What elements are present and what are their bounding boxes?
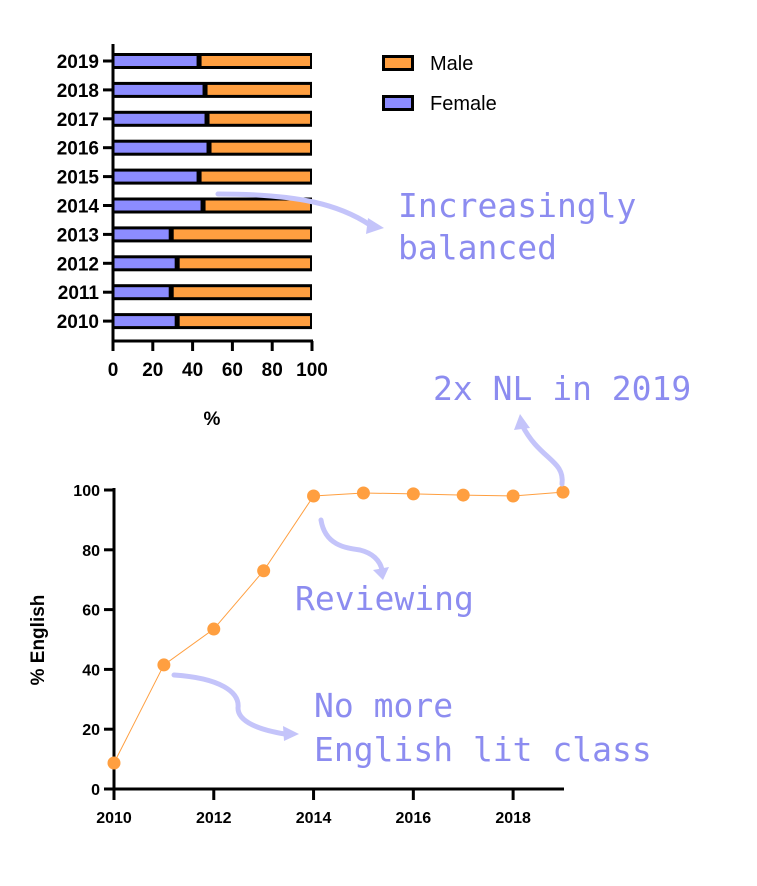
legend-swatch [385,98,411,108]
line-chart: 0 20 40 60 80 100 2010 2012 2014 2016 2018 % Englis… [28,483,570,827]
bar-male [201,171,310,182]
arrow-reviewing [318,517,385,573]
bar-male [179,316,310,327]
bar-chart: 2010 2011 2012 2013 2014 2015 2016 2017 2018 2019… [57,44,497,430]
annotation-nl: 2x NL in 2019 [433,369,691,408]
bar-male [209,113,310,124]
x-tick-label: 2014 [296,810,332,827]
data-point [107,756,121,770]
bar-male [179,258,310,269]
legend-swatch [385,58,411,68]
data-point [307,489,321,503]
bar-male [173,287,310,298]
annotation-balanced-2: balanced [398,228,557,267]
x-tick-label: 2016 [396,810,432,827]
bar-female [114,113,205,124]
arrow-nl-head [514,414,530,430]
legend-label: Female [430,93,497,115]
y-tick-label: 100 [73,483,100,500]
y-tick-label: 20 [82,722,100,739]
x-axis-label: % [204,409,221,430]
y-tick-label: 2010 [57,312,99,333]
data-point [406,487,420,501]
y-tick-label: 2011 [58,283,100,304]
y-tick-label: 80 [82,543,100,560]
bar-male [201,56,310,66]
annotation-reviewing: Reviewing [295,579,474,618]
bar-female [114,258,175,269]
y-axis-label: % English [28,595,49,686]
y-tick-label: 40 [82,662,100,679]
arrow-nl [519,422,565,487]
y-tick-label: 2016 [57,139,99,160]
x-tick-label: 2012 [196,810,232,827]
arrow-balanced [215,191,373,228]
y-tick-label: 2019 [57,52,99,73]
bar-female [114,56,197,66]
y-tick-label: 0 [91,782,100,799]
data-point [207,622,221,636]
data-point [356,486,370,500]
bar-female [114,229,169,240]
y-tick-label: 2014 [57,197,100,218]
bar-female [114,316,175,327]
data-point [257,564,271,578]
bar-female [114,171,197,182]
y-tick-label: 60 [82,603,100,620]
x-tick-label: 60 [222,360,243,381]
x-tick-label: 2010 [96,810,132,827]
x-tick-label: 80 [262,360,283,381]
bar-female [114,287,169,298]
y-tick-label: 2015 [57,168,100,189]
data-point [506,489,520,503]
arrow-nomore-head [283,726,299,741]
arrow-balanced-head [366,218,384,234]
bar-female [114,142,207,153]
annotation-nomore-2: English lit class [314,730,652,769]
x-tick-label: 2018 [495,810,531,827]
bar-male [173,229,310,240]
y-tick-label: 2018 [57,81,99,102]
data-line [113,491,564,764]
bar-male [207,84,310,95]
x-tick-label: 0 [108,360,119,381]
bar-female [114,84,203,95]
legend-label: Male [430,53,473,75]
annotation-balanced-1: Increasingly [398,186,636,225]
x-tick-label: 40 [182,360,203,381]
data-point [556,485,570,499]
annotation-nomore-1: No more [314,686,453,725]
y-tick-label: 2012 [57,254,99,275]
x-tick-label: 20 [142,360,163,381]
y-tick-label: 2017 [57,110,99,131]
x-tick-label: 100 [296,360,328,381]
bar-male [211,142,310,153]
data-point [456,488,470,502]
data-point [157,658,171,672]
arrow-reviewing-head [373,567,389,580]
bar-female [114,200,201,211]
arrow-nomore [171,672,288,737]
y-tick-label: 2013 [57,225,99,246]
bar-male [205,200,310,211]
